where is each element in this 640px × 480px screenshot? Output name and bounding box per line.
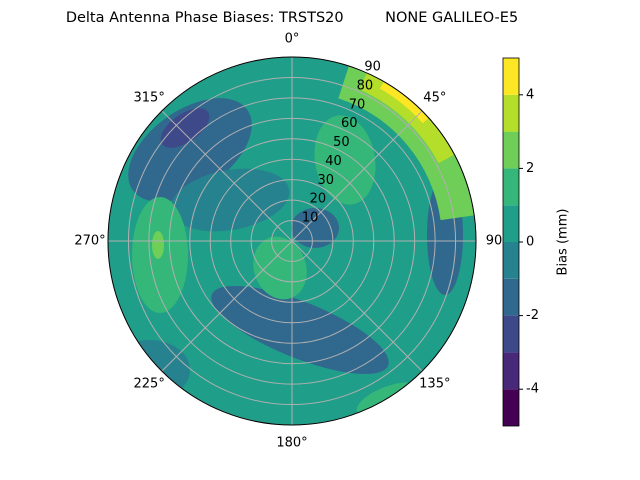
theta-tick-label: 135° [419,376,450,391]
theta-tick-label: 90 [486,234,503,249]
colorbar-tick-label: -4 [526,382,539,397]
chart-title: Delta Antenna Phase Biases: TRSTS20 NONE… [66,10,518,26]
contour-region [160,108,210,148]
contour-region [380,77,433,124]
contour-region [314,115,376,205]
colorbar-tick-label: -2 [526,308,539,323]
r-tick-label: 70 [349,97,366,112]
colorbar-tick-label: 2 [526,161,534,176]
r-tick-label: 40 [325,154,342,169]
colorbar-band [503,58,519,95]
contour-region [253,236,307,300]
r-tick-label: 20 [310,192,327,207]
theta-tick-label: 225° [134,376,165,391]
colorbar-band [503,315,519,353]
grid-spoke [291,110,423,242]
colorbar-label: Bias (mm) [556,209,571,276]
grid-spoke [161,110,293,242]
r-tick-label: 50 [333,135,350,150]
r-tick-label: 30 [317,173,334,188]
grid-spoke [291,240,423,372]
colorbar-band [503,278,519,316]
contour-region [359,68,459,164]
colorbar-band [503,352,519,390]
axes: 0°45°90135°180°225°270°315°1020304050607… [74,32,570,451]
r-tick-label: 80 [357,78,374,93]
theta-tick-label: 180° [276,436,307,451]
colorbar-tick-label: 0 [526,235,534,250]
theta-tick-label: 270° [74,234,105,249]
polar-frame [107,56,477,426]
theta-tick-label: 315° [134,91,165,106]
theta-tick-label: 0° [285,32,300,47]
colorbar-band [503,94,519,132]
colorbar-tick-label: 4 [526,87,534,102]
contour-region [152,231,164,259]
colorbar-band [503,168,519,206]
contour-region [291,208,339,248]
grid-spoke [161,240,293,372]
colorbar-band [503,389,519,426]
theta-tick-label: 45° [423,91,446,106]
r-tick-label: 60 [341,116,358,131]
r-tick-label: 90 [364,60,381,75]
colorbar-band [503,242,519,279]
colorbar-band [503,131,519,169]
r-tick-label: 10 [302,211,319,226]
colorbar-band [503,205,519,242]
